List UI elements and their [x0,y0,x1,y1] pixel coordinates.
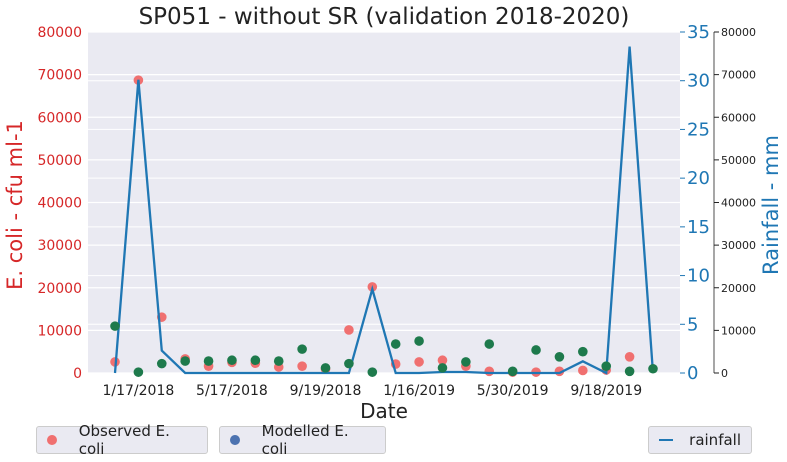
chart-svg: 0 10000 20000 30000 40000 50000 60000 70000 8000… [3,4,783,423]
modelled-point [531,345,541,355]
modelled-point [297,344,307,354]
y3-tick-label: 60000 [721,111,756,124]
modelled-point [110,321,120,331]
modelled-marker-icon [230,435,240,445]
rainfall-line-icon [659,439,674,441]
y2-axis-label: Rainfall - mm [759,135,783,275]
y3-tick-label: 30000 [721,239,756,252]
legend-label-modelled: Modelled E. coli [261,422,349,458]
chart-title: SP051 - without SR (validation 2018-2020… [139,4,630,30]
y2-tick-label: 30 [687,71,710,92]
y3-tick-label: 0 [721,367,728,380]
modelled-point [367,367,378,377]
y-tick-label: 0 [73,366,82,382]
modelled-point [180,356,190,366]
y3-tick-label: 80000 [721,26,756,39]
y-tick-label: 50000 [37,153,82,169]
modelled-point [484,339,495,349]
y-tick-label: 80000 [37,25,82,41]
modelled-point [344,358,354,369]
modelled-point [133,367,144,377]
x-tick-label: 5/30/2019 [477,383,549,399]
x-axis-label: Date [360,399,408,423]
modelled-point [648,363,658,374]
modelled-point [578,346,588,357]
y3-tick-label: 40000 [721,197,756,210]
modelled-point [507,366,518,377]
modelled-point [227,355,237,366]
modelled-point [624,366,635,377]
legend-modelled: Modelled E. coli [219,422,386,458]
modelled-point [414,336,424,346]
observed-point [414,357,424,367]
legend-label-rainfall: rainfall [689,431,741,449]
x-tick-label: 9/19/2018 [290,383,362,399]
y2-tick-label: 25 [687,119,710,140]
observed-point [344,325,354,335]
legend-label-observed: Observed E. coli [78,422,170,458]
y2-tick-label: 20 [687,168,710,189]
observed-point [437,355,448,366]
modelled-point [554,352,565,362]
y3-tick-label: 20000 [721,282,756,295]
x-tick-label: 5/17/2018 [196,383,268,399]
y3-tick-label: 70000 [721,69,756,82]
y-tick-label: 30000 [37,238,82,254]
y3-tick-label: 10000 [721,324,756,337]
observed-point [484,366,495,377]
y-axis-label: E. coli - cfu ml-1 [3,120,27,290]
rainfall-line [113,46,655,375]
modelled-point [437,363,448,373]
y2-tick-label: 35 [687,22,710,43]
y3-tick-label: 50000 [721,154,756,167]
modelled-point [390,339,401,349]
legend-observed: Observed E. coli [36,422,208,458]
observed-marker-icon [47,435,57,445]
modelled-point [461,357,471,367]
y2-tick-label: 15 [687,217,710,238]
y-tick-label: 70000 [37,68,82,84]
y2-tick-label: 5 [687,314,698,335]
modelled-point [156,358,167,369]
observed-point [297,361,307,371]
modelled-point [273,356,284,366]
modelled-point [203,356,214,366]
y-tick-label: 10000 [37,323,82,339]
x-tick-label: 9/18/2019 [570,383,642,399]
y-tick-label: 40000 [37,196,82,212]
y-tick-label: 60000 [37,110,82,126]
modelled-point [250,355,261,366]
legend-rainfall: rainfall [648,426,752,454]
x-tick-label: 1/17/2018 [102,383,174,399]
y-tick-label: 20000 [37,281,82,297]
modelled-point [601,361,612,371]
y2-tick-label: 10 [687,266,710,287]
modelled-point [320,363,331,373]
observed-point [624,352,635,362]
x-tick-label: 1/16/2019 [383,383,455,399]
observed-point [578,365,588,376]
y2-tick-label: 0 [687,363,698,384]
